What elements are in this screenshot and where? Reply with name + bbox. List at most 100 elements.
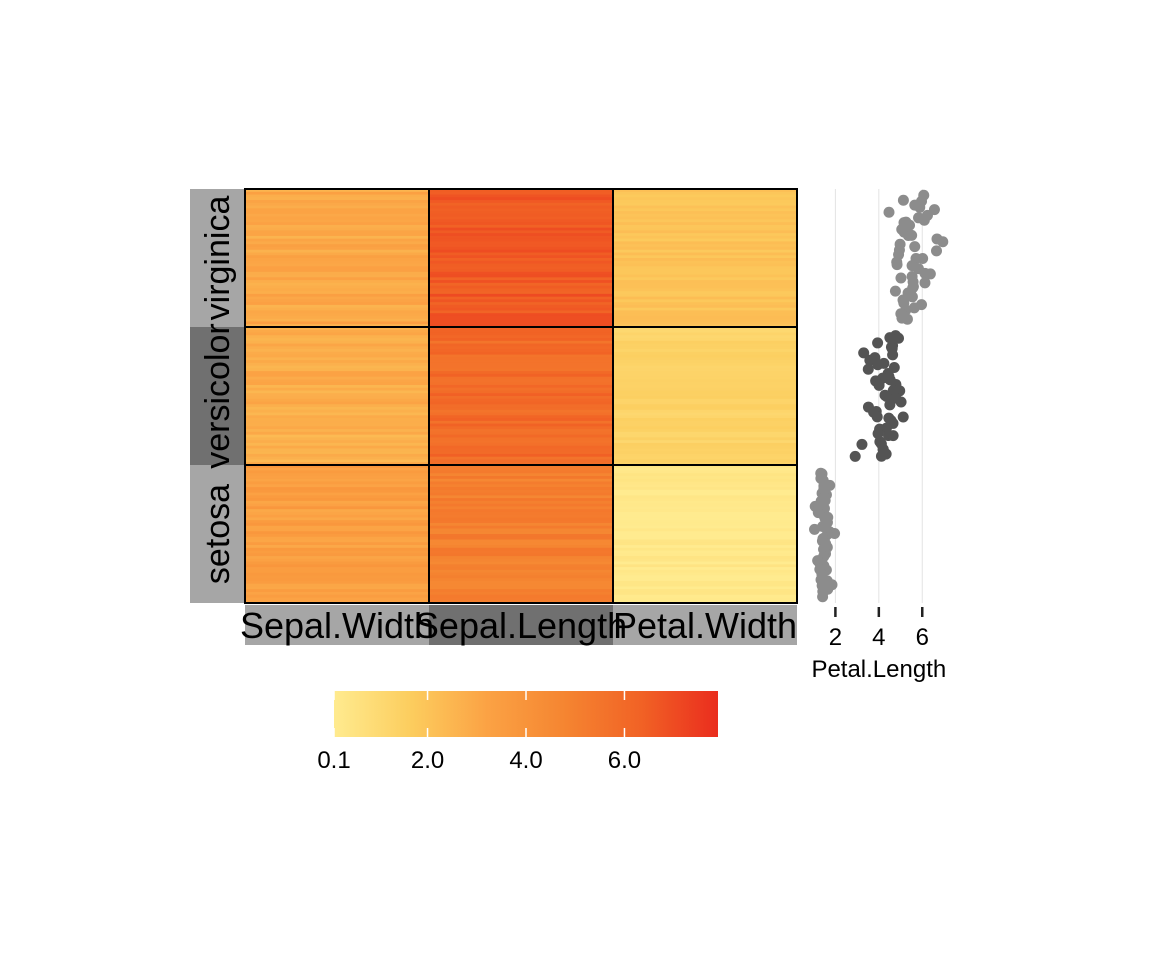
heatmap-cell <box>245 550 429 554</box>
heatmap-cell <box>613 246 797 251</box>
scatter-point-versicolor <box>881 391 893 403</box>
x-axis-title: Petal.Length <box>811 656 946 683</box>
heatmap-cell <box>613 349 797 353</box>
heatmap-cell <box>245 528 429 532</box>
heatmap-cell <box>245 558 429 563</box>
legend-tick-label: 6.0 <box>608 747 641 774</box>
heatmap-cell <box>613 293 797 298</box>
row-group-label: virginica <box>199 196 237 321</box>
heatmap-cell <box>429 313 613 317</box>
heatmap-cell <box>429 553 613 557</box>
x-tick-label: 2 <box>829 624 842 651</box>
heatmap-cell <box>245 241 429 245</box>
column-strip <box>245 605 797 645</box>
heatmap-cell <box>429 528 613 532</box>
heatmap-cell <box>429 233 613 237</box>
heatmap-cell <box>429 453 613 458</box>
heatmap-cell <box>245 219 429 223</box>
heatmap-cell <box>429 487 613 491</box>
heatmap-cell <box>613 459 797 463</box>
heatmap-cell <box>245 332 429 336</box>
heatmap-cell <box>429 379 613 383</box>
heatmap-cell <box>245 525 429 530</box>
heatmap-cell <box>245 205 429 209</box>
scatter-point-versicolor <box>858 347 870 359</box>
heatmap-cell <box>613 244 797 248</box>
heatmap-cell <box>245 487 429 491</box>
heatmap-cell <box>429 246 613 251</box>
heatmap-cell <box>613 517 797 521</box>
heatmap-cell <box>429 249 613 254</box>
heatmap-cell <box>245 349 429 353</box>
heatmap-cell <box>245 448 429 452</box>
row-group-strip-versicolor <box>190 327 244 465</box>
heatmap-cell <box>429 194 613 198</box>
heatmap-cell <box>245 313 429 317</box>
scatter-point-virginica <box>919 277 931 289</box>
heatmap-cell <box>245 420 429 425</box>
heatmap-cell <box>613 451 797 455</box>
heatmap-cell <box>245 390 429 394</box>
heatmap-cell <box>613 465 797 469</box>
heatmap-cell <box>613 258 797 262</box>
heatmap-cell <box>613 511 797 516</box>
heatmap-cell <box>613 304 797 309</box>
heatmap-cell <box>245 211 429 215</box>
heatmap-cell <box>429 531 613 535</box>
heatmap-cell <box>245 280 429 284</box>
heatmap-cell <box>613 216 797 220</box>
heatmap-cell <box>613 550 797 554</box>
heatmap-cell <box>429 517 613 521</box>
heatmap-cell <box>245 233 429 237</box>
heatmap-cell <box>245 597 429 601</box>
heatmap-cell <box>245 492 429 496</box>
heatmap-cell <box>245 481 429 485</box>
heatmap-cell <box>613 492 797 496</box>
heatmap-cell <box>613 401 797 405</box>
heatmap-cell <box>429 597 613 601</box>
heatmap-cell <box>613 553 797 557</box>
heatmap-cell <box>429 208 613 212</box>
heatmap-cell <box>429 407 613 411</box>
heatmap-borders <box>244 188 798 604</box>
heatmap-cell <box>429 420 613 425</box>
heatmap-cell <box>245 561 429 565</box>
heatmap-cell <box>613 194 797 198</box>
heatmap-cell <box>613 569 797 574</box>
heatmap-cell <box>613 263 797 267</box>
heatmap-cell <box>613 351 797 356</box>
heatmap-cell <box>429 514 613 519</box>
heatmap-cell <box>245 202 429 207</box>
heatmap-cell <box>429 302 613 306</box>
heatmap-cell <box>613 211 797 215</box>
heatmap-cell <box>245 277 429 281</box>
heatmap-cell <box>613 481 797 485</box>
heatmap-cell <box>429 415 613 419</box>
heatmap-cell <box>613 453 797 458</box>
heatmap-cell <box>429 476 613 480</box>
heatmap-cell <box>245 503 429 507</box>
heatmap-cell <box>613 291 797 295</box>
heatmap-cell <box>245 288 429 292</box>
scatter-point-virginica <box>909 241 921 253</box>
heatmap-cell <box>613 448 797 452</box>
heatmap-cell <box>429 390 613 394</box>
heatmap-cell <box>429 213 613 218</box>
heatmap-cell <box>613 307 797 312</box>
heatmap-cell <box>245 423 429 427</box>
heatmap-cell <box>429 423 613 427</box>
heatmap-cell <box>429 387 613 392</box>
heatmap-cell <box>245 506 429 510</box>
heatmap-cell <box>429 338 613 342</box>
heatmap-cell <box>613 396 797 400</box>
heatmap-cell <box>429 511 613 516</box>
heatmap-cell <box>429 495 613 499</box>
heatmap-cell <box>245 274 429 278</box>
heatmap-cell <box>245 244 429 248</box>
heatmap-cell <box>613 572 797 576</box>
heatmap-cell <box>613 545 797 549</box>
heatmap-cell <box>429 318 613 323</box>
scatter-point-virginica <box>937 236 949 248</box>
heatmap-cell <box>245 462 429 466</box>
